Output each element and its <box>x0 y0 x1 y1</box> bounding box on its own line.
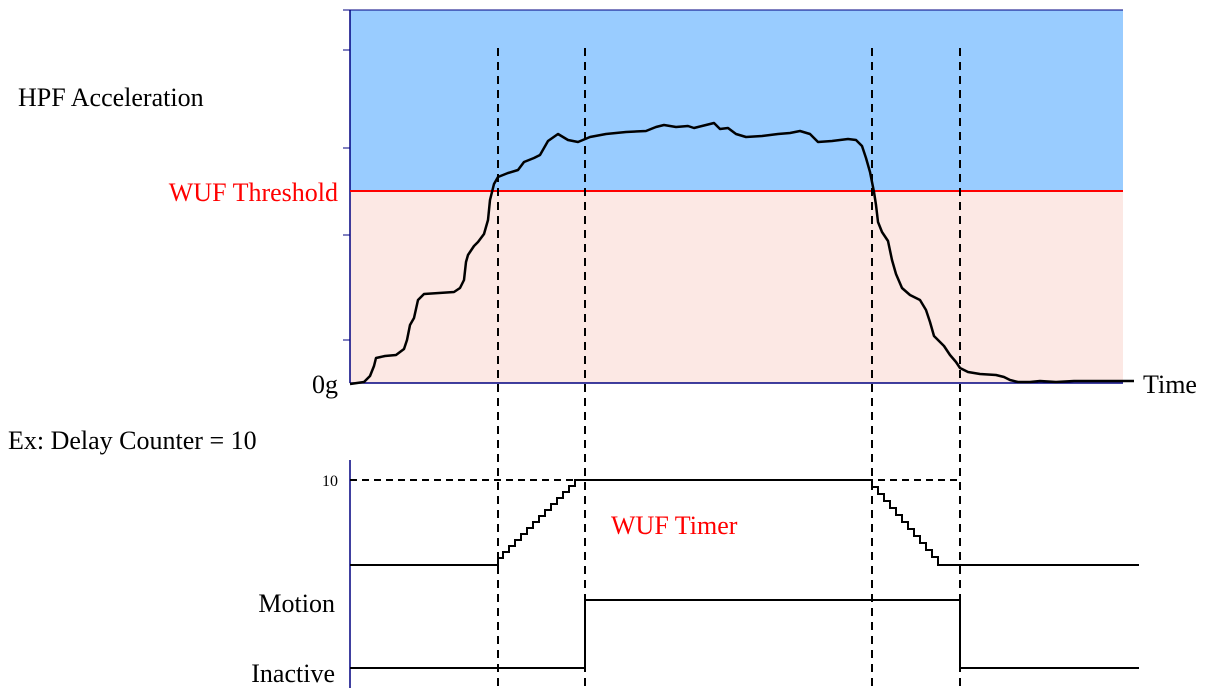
below-threshold-region <box>350 191 1123 383</box>
hpf-acceleration-trace <box>349 121 1134 386</box>
motion-state-waveform <box>350 599 1139 669</box>
timer-max-label: 10 <box>322 473 338 490</box>
zero-g-label: 0g <box>312 370 338 399</box>
wuf-threshold-label: WUF Threshold <box>169 178 338 207</box>
inactive-label: Inactive <box>251 659 335 688</box>
wuf-timer-label: WUF Timer <box>611 511 738 540</box>
time-axis-label: Time <box>1143 370 1197 399</box>
event-marker-lines <box>497 48 961 688</box>
above-threshold-region <box>350 10 1123 191</box>
delay-counter-label: Ex: Delay Counter = 10 <box>8 426 257 455</box>
wuf-timer-waveform <box>350 479 1139 566</box>
hpf-acceleration-label: HPF Acceleration <box>18 83 204 112</box>
acceleration-y-axis-ticks <box>343 9 350 341</box>
motion-label: Motion <box>258 589 335 618</box>
